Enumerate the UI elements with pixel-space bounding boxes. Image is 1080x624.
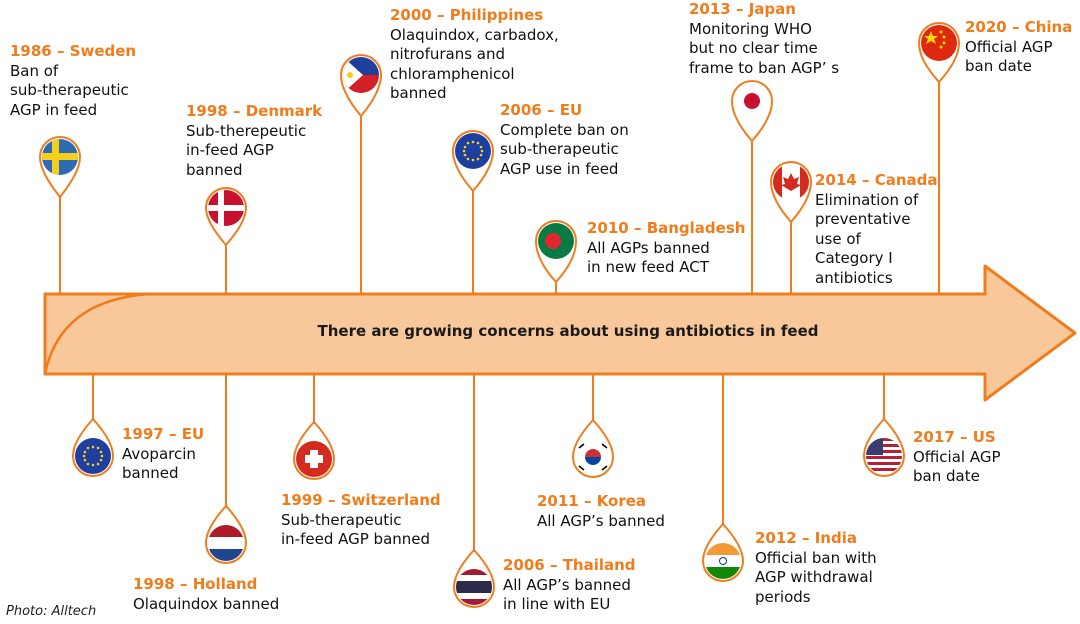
event-body: Sub-therapeutic in-feed AGP banned bbox=[281, 510, 431, 549]
sweden-flag-icon bbox=[38, 136, 82, 199]
banner-text: There are growing concerns about using a… bbox=[317, 322, 819, 340]
event-2010-bangladesh: 2010 – Bangladesh All AGPs banned in new… bbox=[587, 219, 745, 278]
bangladesh-flag-icon bbox=[534, 220, 578, 284]
event-heading: 1998 – Holland bbox=[133, 575, 258, 593]
event-1997-eu: 1997 – EU Avoparcin banned bbox=[122, 425, 204, 484]
korea-flag-icon bbox=[571, 418, 615, 478]
denmark-flag-icon bbox=[204, 187, 248, 247]
event-body: All AGP’s banned bbox=[537, 511, 665, 530]
event-body: All AGP’s banned in line with EU bbox=[503, 575, 631, 614]
event-body: Olaquindox banned bbox=[133, 594, 280, 613]
india-flag-icon bbox=[701, 522, 745, 582]
event-body: Ban of sub-therapeutic AGP in feed bbox=[10, 61, 129, 119]
event-heading: 2006 – Thailand bbox=[503, 556, 636, 574]
event-body: All AGPs banned in new feed ACT bbox=[587, 238, 710, 277]
event-2014-canada: 2014 – Canada Elimination of preventativ… bbox=[815, 171, 937, 288]
event-heading: 1999 – Switzerland bbox=[281, 491, 441, 509]
thailand-flag-icon bbox=[452, 548, 496, 608]
event-2017-us: 2017 – US Official AGP ban date bbox=[913, 428, 1001, 487]
event-heading: 2017 – US bbox=[913, 428, 996, 446]
canada-flag-icon bbox=[769, 161, 813, 224]
connector-lines bbox=[59, 82, 940, 550]
china-flag-icon bbox=[917, 22, 961, 84]
event-2011-korea: 2011 – Korea All AGP’s banned bbox=[537, 492, 665, 531]
event-heading: 2013 – Japan bbox=[689, 0, 796, 18]
eu-flag-icon bbox=[451, 130, 495, 193]
event-2020-china: 2020 – China Official AGP ban date bbox=[965, 18, 1072, 77]
event-body: Sub-therepeutic in-feed AGP banned bbox=[186, 121, 307, 179]
arrow-curve-accent bbox=[43, 292, 151, 375]
netherlands-flag-icon bbox=[204, 504, 248, 564]
photo-credit: Photo: Alltech bbox=[6, 604, 97, 619]
event-body: Official ban with AGP withdrawal periods bbox=[755, 548, 877, 606]
event-body: Olaquindox, carbadox, nitrofurans and ch… bbox=[390, 25, 559, 103]
event-heading: 2011 – Korea bbox=[537, 492, 647, 510]
event-heading: 2020 – China bbox=[965, 18, 1073, 36]
event-heading: 1997 – EU bbox=[122, 425, 205, 443]
event-body: Complete ban on sub-therapeutic AGP use … bbox=[500, 120, 629, 178]
switzerland-flag-icon bbox=[292, 420, 336, 480]
event-2006-thailand: 2006 – Thailand All AGP’s banned in line… bbox=[503, 556, 636, 615]
event-body: Avoparcin banned bbox=[122, 444, 196, 483]
event-heading: 2012 – India bbox=[755, 529, 857, 547]
event-1999-switzerland: 1999 – Switzerland Sub-therapeutic in-fe… bbox=[281, 491, 441, 550]
us-flag-icon bbox=[862, 417, 906, 477]
eu-flag-icon bbox=[71, 417, 115, 477]
event-body: Monitoring WHO but no clear time frame t… bbox=[689, 19, 840, 77]
event-heading: 2000 – Philippines bbox=[390, 6, 544, 24]
event-heading: 2014 – Canada bbox=[815, 171, 938, 189]
event-1998-denmark: 1998 – Denmark Sub-therepeutic in-feed A… bbox=[186, 102, 322, 180]
event-heading: 1998 – Denmark bbox=[186, 102, 323, 120]
event-1998-holland: 1998 – Holland Olaquindox banned bbox=[133, 575, 279, 614]
event-heading: 2006 – EU bbox=[500, 101, 583, 119]
event-heading: 1986 – Sweden bbox=[10, 42, 137, 60]
timeline-arrow bbox=[43, 264, 1077, 402]
event-1986-sweden: 1986 – Sweden Ban of sub-therapeutic AGP… bbox=[10, 42, 136, 120]
event-2006-eu: 2006 – EU Complete ban on sub-therapeuti… bbox=[500, 101, 629, 179]
event-body: Official AGP ban date bbox=[913, 447, 1001, 486]
philippines-flag-icon bbox=[339, 54, 383, 118]
event-body: Elimination of preventative use of Categ… bbox=[815, 190, 919, 287]
japan-flag-icon bbox=[730, 80, 774, 143]
event-2012-india: 2012 – India Official ban with AGP withd… bbox=[755, 529, 877, 607]
event-2013-japan: 2013 – Japan Monitoring WHO but no clear… bbox=[689, 0, 839, 78]
event-heading: 2010 – Bangladesh bbox=[587, 219, 746, 237]
event-2000-philippines: 2000 – Philippines Olaquindox, carbadox,… bbox=[390, 6, 559, 104]
event-body: Official AGP ban date bbox=[965, 37, 1053, 76]
